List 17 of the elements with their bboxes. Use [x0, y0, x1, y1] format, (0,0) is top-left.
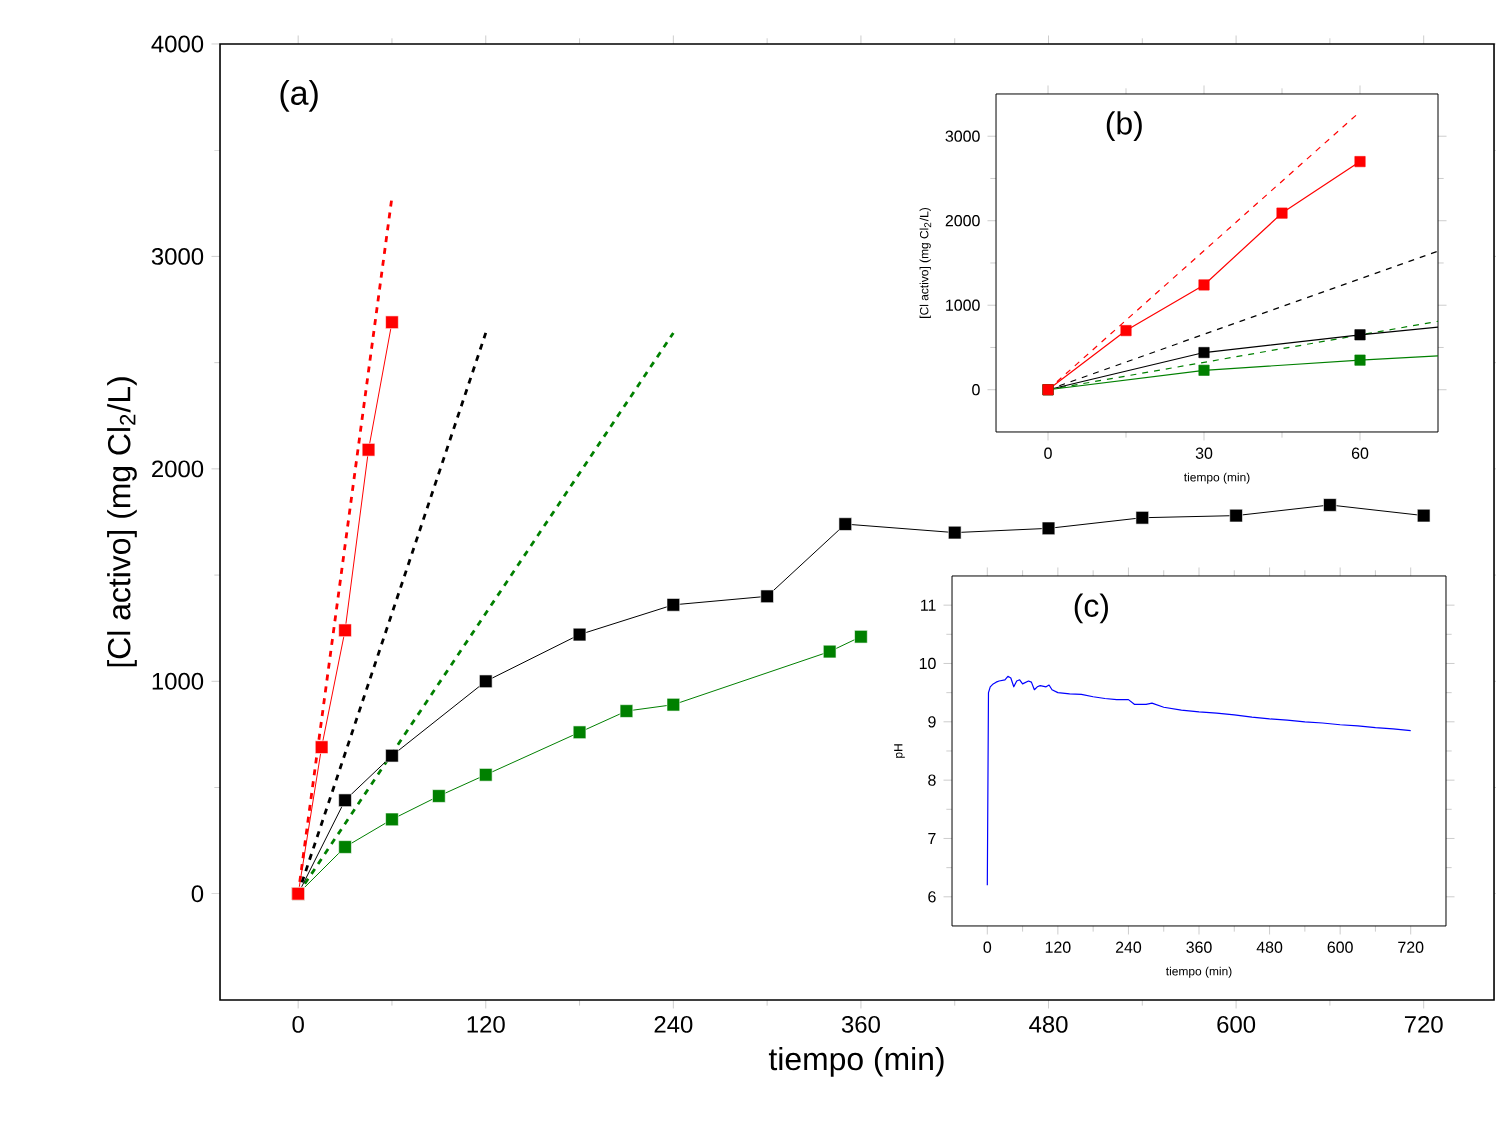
x-tick-label: 0 — [292, 1015, 304, 1033]
y-tick-label: 3000 — [151, 247, 204, 265]
y-tick-label: 4000 — [151, 35, 204, 53]
x-tick-label: 600 — [1217, 1015, 1256, 1033]
y-tick-label: 1000 — [152, 672, 204, 690]
y-axis-title: [Cl activo] (mg Cl$_{2}$/L) — [107, 377, 137, 667]
x-tick-label: 720 — [1404, 1015, 1443, 1033]
x-tick-label: 360 — [841, 1015, 880, 1033]
annotation: (b) — [1106, 111, 1142, 141]
y-tick-label: 0 — [191, 885, 204, 903]
annotation: (a) — [280, 80, 318, 112]
x-tick-label: 120 — [467, 1015, 505, 1033]
x-axis-title: tiempo (min) — [768, 1046, 944, 1077]
annotation: (c) — [1074, 593, 1108, 624]
x-tick-label: 240 — [654, 1015, 693, 1033]
y-tick-label: 2000 — [152, 460, 204, 478]
x-tick-label: 480 — [1029, 1015, 1068, 1033]
